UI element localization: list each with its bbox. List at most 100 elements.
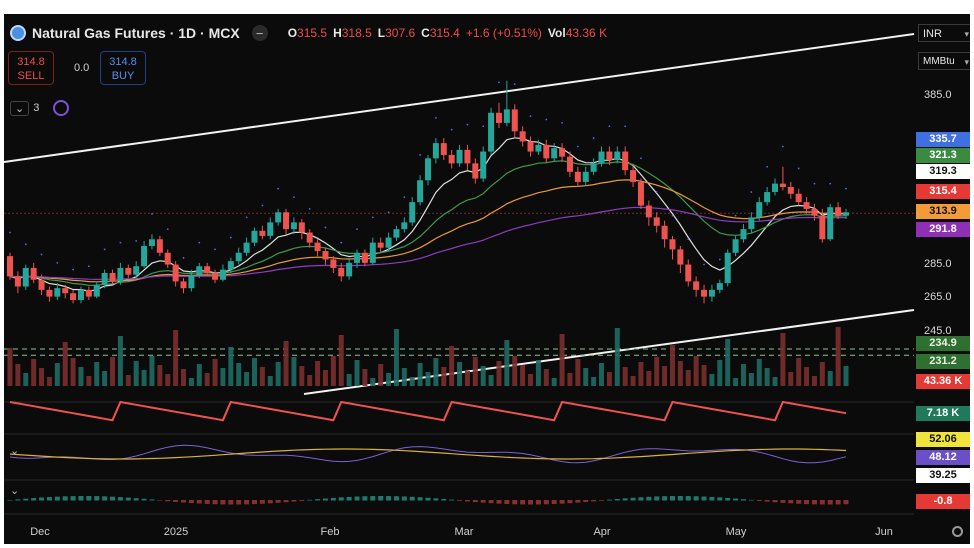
candle-body-39: [314, 242, 321, 252]
macd-hist-99: [788, 500, 794, 504]
sar-dot-21: [340, 241, 343, 244]
volume-bar-90: [717, 360, 723, 386]
candle-body-15: [125, 267, 132, 275]
volume-bar-20: [165, 374, 171, 386]
volume-bar-15: [125, 375, 131, 386]
unit-select[interactable]: MMBtu ▾: [918, 52, 970, 70]
high-value: 318.5: [341, 26, 372, 40]
volume-bar-103: [819, 362, 825, 386]
candle-body-91: [724, 252, 731, 284]
sar-dot-20: [324, 226, 327, 229]
macd-hist-24: [196, 500, 202, 504]
candle-body-89: [708, 289, 715, 297]
candle-body-63: [503, 109, 510, 123]
macd-hist-0: [7, 500, 13, 501]
sar-dot-45: [718, 258, 721, 261]
candle-body-24: [196, 266, 203, 275]
macd-hist-91: [725, 497, 731, 501]
volume-bar-85: [677, 361, 683, 386]
currency-select[interactable]: INR ▾: [918, 24, 970, 42]
candle-body-0: [7, 256, 13, 277]
candle-body-44: [354, 252, 361, 263]
chevron-down-icon[interactable]: ⌄: [10, 100, 30, 116]
macd-hist-59: [472, 500, 478, 503]
macd-hist-17: [141, 498, 147, 501]
candle-body-6: [54, 288, 61, 297]
sar-dot-40: [640, 157, 642, 160]
macd-hist-93: [740, 499, 746, 501]
y-tick-label: 285.0: [924, 257, 952, 270]
macd-hist-12: [102, 496, 108, 501]
price-tag-green: 321.3: [916, 148, 970, 163]
macd-hist-3: [31, 498, 37, 501]
volume-bar-16: [133, 361, 139, 386]
macd-hist-40: [322, 498, 328, 501]
volume-bar-32: [259, 367, 265, 386]
macd-hist-80: [638, 497, 644, 501]
macd-collapse-icon[interactable]: ⌄: [10, 485, 20, 497]
candle-body-20: [164, 252, 171, 265]
macd-hist-97: [772, 500, 778, 503]
volume-bar-73: [583, 368, 589, 386]
macd-hist-44: [354, 496, 360, 501]
rsi-level-tag: 39.25: [916, 468, 970, 483]
sell-button[interactable]: 314.8 SELL: [8, 51, 54, 85]
macd-hist-49: [393, 496, 399, 501]
symbol-title[interactable]: Natural Gas Futures · 1D · MCX: [32, 25, 240, 41]
sar-dot-42: [671, 214, 674, 217]
x-tick-label: Feb: [320, 526, 340, 538]
candle-body-37: [298, 222, 305, 233]
candle-body-40: [322, 251, 329, 260]
candle-body-35: [283, 212, 290, 230]
candle-body-34: [275, 212, 282, 223]
macd-hist-54: [433, 498, 439, 501]
indicator-settings-icon[interactable]: [53, 100, 70, 116]
spread-value: 0.0: [74, 62, 90, 74]
candle-body-47: [377, 242, 384, 248]
macd-hist-68: [543, 500, 549, 505]
volume-bar-82: [654, 357, 660, 386]
candle-body-105: [835, 207, 842, 216]
collapse-icon[interactable]: −: [251, 25, 268, 41]
volume-bar-29: [236, 363, 242, 386]
macd-hist-9: [78, 496, 84, 501]
sar-dot-51: [813, 182, 816, 185]
volume-bar-28: [228, 347, 234, 386]
candle-body-100: [795, 193, 802, 203]
indicator-toggle-row[interactable]: ⌄ 3: [10, 100, 70, 116]
macd-hist-21: [173, 500, 179, 502]
candle-body-21: [172, 264, 179, 282]
macd-hist-83: [662, 496, 668, 501]
macd-hist-50: [401, 496, 407, 501]
volume-bar-1: [15, 364, 21, 386]
rsi-collapse-icon[interactable]: ⌄: [10, 445, 20, 457]
macd-hist-70: [559, 500, 565, 504]
macd-hist-43: [346, 496, 352, 501]
settings-gear-icon[interactable]: [952, 526, 963, 537]
volume-bar-19: [157, 365, 163, 386]
volume-bar-8: [70, 358, 76, 386]
sar-dot-48: [766, 165, 769, 168]
volume-bar-87: [693, 356, 699, 386]
buy-price: 314.8: [109, 56, 137, 68]
candle-body-30: [243, 242, 250, 253]
volume-bar-39: [315, 361, 321, 386]
macd-hist-78: [622, 498, 628, 501]
sar-dot-1: [24, 243, 27, 246]
macd-hist-72: [575, 500, 581, 503]
buy-button[interactable]: 314.8 BUY: [100, 51, 146, 85]
sub-panes: [4, 400, 914, 515]
macd-hist-67: [535, 500, 541, 505]
sar-dot-28: [450, 128, 453, 131]
macd-hist-105: [835, 500, 841, 505]
candle-body-95: [756, 202, 763, 218]
candle-body-29: [235, 252, 242, 262]
obv-tag: 7.18 K: [916, 406, 970, 421]
candle-body-7: [62, 288, 69, 294]
candle-body-86: [685, 264, 692, 282]
x-tick-label: Jun: [875, 526, 893, 538]
volume-bar-101: [804, 367, 810, 386]
sar-dot-5: [87, 265, 90, 268]
chart-canvas[interactable]: [4, 14, 970, 544]
macd-hist-15: [125, 497, 131, 501]
